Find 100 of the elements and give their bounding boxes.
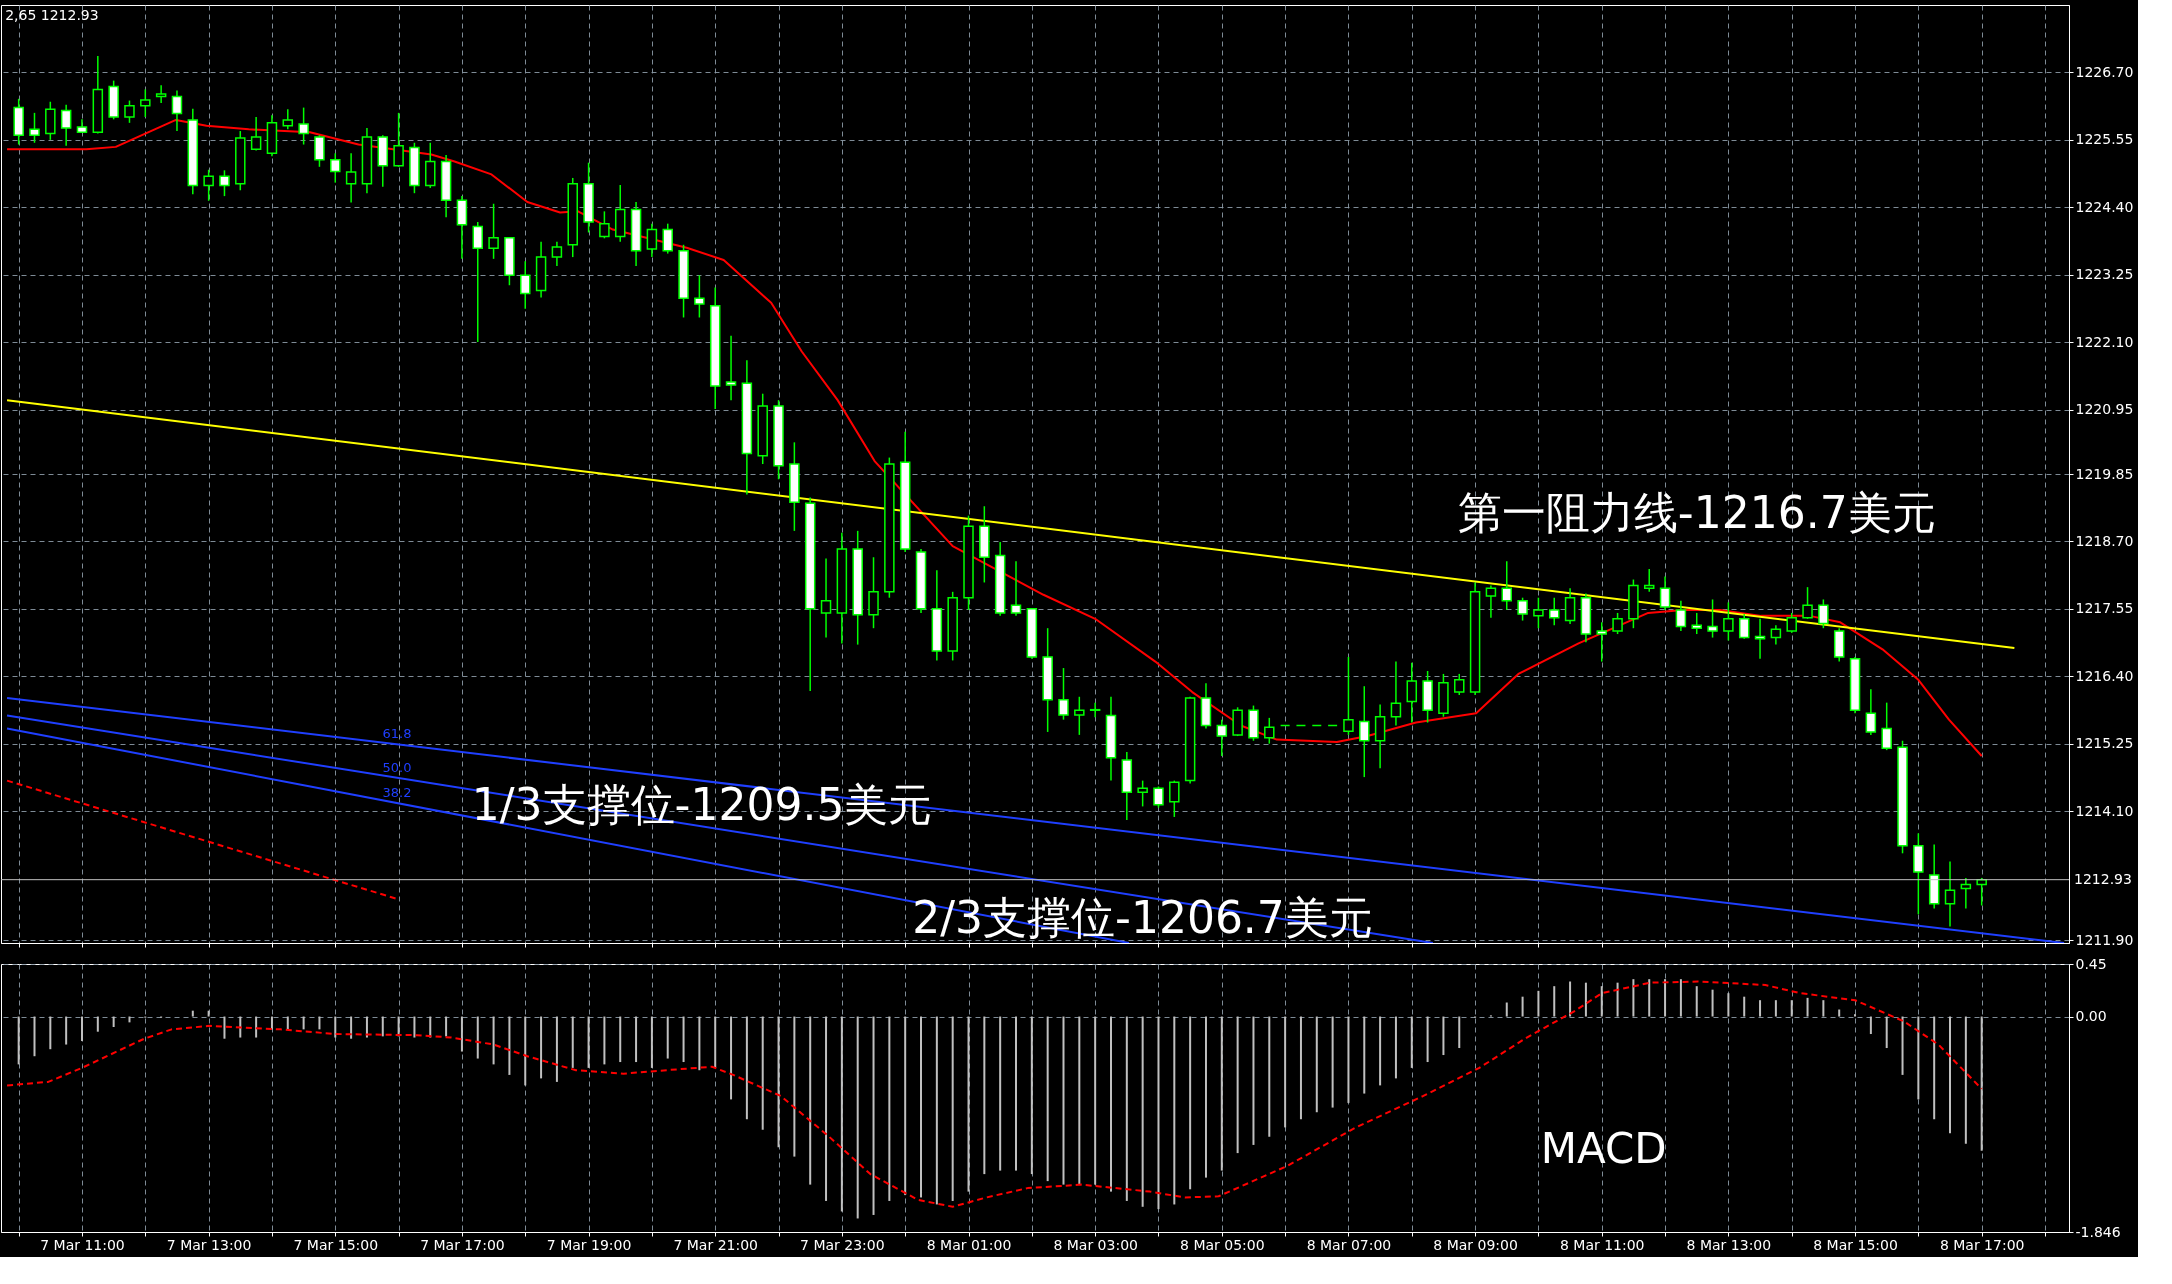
candlestick <box>203 168 214 202</box>
bar <box>571 1016 574 1068</box>
candlestick <box>820 557 832 639</box>
candlestick <box>1058 667 1069 721</box>
candlestick <box>520 260 531 310</box>
bar <box>1410 1016 1413 1068</box>
bar <box>1426 1016 1429 1063</box>
candlestick <box>330 152 341 184</box>
bar <box>1109 1016 1112 1192</box>
bar <box>777 1016 780 1148</box>
bar <box>840 1016 843 1212</box>
x-tick-label: 7 Mar 11:00 <box>40 1236 125 1253</box>
bar <box>207 1010 210 1017</box>
candlestick <box>1343 656 1354 736</box>
series-label: 38.2 <box>382 785 412 801</box>
bar <box>1015 1016 1017 1171</box>
candlestick <box>725 334 737 401</box>
series-label: 61.8 <box>382 726 412 742</box>
x-tick-label: 8 Mar 11:00 <box>1559 1236 1645 1253</box>
bar <box>856 1016 859 1219</box>
bar <box>1743 996 1746 1017</box>
bar <box>1806 997 1809 1017</box>
bar <box>967 1016 970 1192</box>
bar <box>1600 986 1603 1017</box>
bar <box>239 1016 242 1038</box>
y-tick-label: 1219.85 <box>2075 465 2134 482</box>
candlestick <box>1723 601 1734 642</box>
y-tick-label: 1220.95 <box>2075 401 2134 418</box>
x-tick-label: 8 Mar 01:00 <box>926 1236 1012 1253</box>
bar <box>1648 979 1651 1017</box>
bar <box>1964 1016 1967 1144</box>
candlestick <box>1010 560 1022 617</box>
candlestick <box>1564 587 1576 625</box>
candlestick <box>868 556 879 629</box>
bar <box>1379 1016 1382 1086</box>
bar <box>983 1016 986 1175</box>
bar <box>223 1016 226 1039</box>
candlestick <box>1454 673 1465 696</box>
bar <box>255 1016 258 1038</box>
candlestick <box>1089 701 1101 719</box>
candlestick <box>551 241 563 267</box>
bar <box>381 1016 384 1037</box>
bar <box>1268 1016 1271 1137</box>
bar <box>1885 1016 1888 1049</box>
bar <box>1838 1009 1841 1017</box>
bar <box>761 1016 764 1130</box>
bar <box>1679 979 1682 1017</box>
y-tick-label: 0.45 <box>2075 955 2107 972</box>
bar <box>1711 989 1714 1017</box>
bar <box>1980 1016 1983 1151</box>
candlestick <box>1944 860 1956 928</box>
candlestick <box>60 103 72 147</box>
bar <box>1252 1016 1255 1145</box>
x-tick-label: 8 Mar 03:00 <box>1053 1236 1138 1253</box>
bar <box>1189 1016 1192 1190</box>
x-tick-label: 8 Mar 05:00 <box>1180 1236 1265 1253</box>
y-tick-label: 1224.40 <box>2075 198 2134 215</box>
bar <box>1094 1016 1097 1185</box>
bar <box>49 1016 52 1050</box>
bar <box>1727 993 1730 1017</box>
bar <box>587 1016 590 1068</box>
bar <box>1774 1000 1777 1017</box>
bar <box>1347 1016 1350 1103</box>
y-tick-label: 1225.55 <box>2075 131 2134 148</box>
bar <box>96 1016 99 1032</box>
bar <box>1584 982 1587 1017</box>
y-tick-label: 1223.25 <box>2075 266 2134 283</box>
bar <box>698 1016 701 1071</box>
x-tick-label: 8 Mar 13:00 <box>1686 1236 1772 1253</box>
bar <box>1695 986 1698 1017</box>
candlestick <box>171 89 183 132</box>
bar <box>334 1016 337 1038</box>
y-tick-label: 1226.70 <box>2075 63 2134 80</box>
bar <box>1458 1016 1461 1049</box>
bar <box>1442 1016 1445 1056</box>
bar <box>603 1016 606 1065</box>
bar <box>286 1016 289 1030</box>
bar <box>17 1016 20 1065</box>
candlestick <box>1074 696 1085 736</box>
annotation: 第一阻力线-1216.7美元 <box>1457 487 1936 539</box>
bar <box>1917 1016 1920 1100</box>
bar <box>650 1016 653 1068</box>
bar <box>540 1016 543 1079</box>
bar <box>1537 990 1540 1017</box>
bar <box>65 1016 68 1045</box>
candlestick <box>1533 596 1544 629</box>
bar <box>682 1016 685 1063</box>
bar <box>1284 1016 1287 1128</box>
y-tick-label: 1215.25 <box>2075 735 2134 752</box>
bar <box>1553 986 1556 1017</box>
candlestick <box>282 108 294 131</box>
bar <box>1854 1014 1857 1017</box>
x-tick-label: 7 Mar 17:00 <box>420 1236 505 1253</box>
bar <box>1363 1016 1366 1094</box>
candlestick <box>1390 660 1402 727</box>
bar <box>809 1016 812 1185</box>
bar <box>1220 1016 1223 1171</box>
bar <box>1141 1016 1144 1207</box>
bar <box>191 1010 194 1017</box>
candlestick <box>298 106 309 146</box>
